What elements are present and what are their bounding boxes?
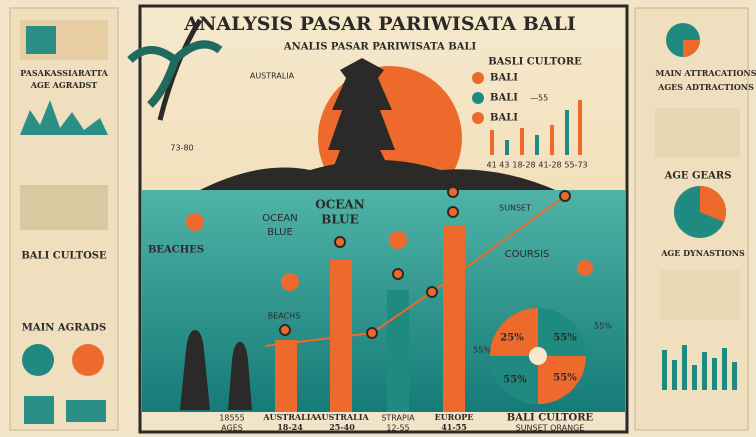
panel-label: MAIN AGRADS — [22, 323, 106, 334]
legend-dot — [472, 112, 484, 124]
mini-label: 55-73 — [564, 161, 587, 170]
pie-label: 55% — [553, 333, 577, 344]
scene-label: SUNSET — [499, 204, 531, 213]
pie-label: 55% — [473, 346, 491, 355]
bar — [275, 340, 297, 412]
panel-label: PASAKASSIARATTA — [20, 68, 108, 78]
poster: ANALYSIS PASAR PARIWISATA BALI ANALIS PA… — [130, 6, 627, 433]
legend-label: BALI — [490, 93, 518, 104]
thumb — [660, 270, 740, 320]
axis-label: STRAPIA — [381, 414, 415, 423]
thumb-art — [26, 26, 56, 54]
scene-label: BEACHES — [148, 245, 204, 256]
title: ANALYSIS PASAR PARIWISATA BALI — [183, 13, 576, 35]
legend-dot — [472, 92, 484, 104]
axis-label: 18-24 — [277, 422, 303, 432]
axis-label: 12-55 — [386, 424, 409, 433]
thumb — [20, 185, 108, 230]
pie-label: 25% — [500, 333, 524, 344]
legend-note: —55 — [530, 94, 548, 103]
legend-label: BALI — [490, 113, 518, 124]
panel-label: AGE AGRADST — [30, 80, 98, 90]
axis-label: AUSTRALIA — [262, 412, 317, 422]
scene-label: BEACHS — [268, 312, 301, 321]
subtitle: ANALIS PASAR PARIWISATA BALI — [283, 42, 477, 53]
axis-label: AUSTRALIA — [314, 412, 369, 422]
mini-label: 41-28 — [538, 161, 561, 170]
panel-label: AGES ADTRACTIONS — [657, 82, 754, 92]
axis-label: 25-40 — [329, 422, 355, 432]
thumb-art — [66, 400, 106, 422]
footer-label: SUNSET ORANGE — [516, 424, 585, 433]
scene-label: OCEAN — [315, 198, 364, 212]
page: {"header": {"title": "ANALYSIS PASAR PAR… — [0, 0, 756, 437]
axis-label: AGES — [221, 424, 243, 433]
bar — [387, 290, 409, 412]
scene-label: OCEAN — [262, 213, 298, 224]
scene-label: BLUE — [321, 213, 359, 227]
thumb — [655, 108, 740, 158]
legend-dot — [472, 72, 484, 84]
legend-title: BASLI CULTORE — [488, 57, 582, 68]
infographic: PASAKASSIARATTA AGE AGRADST BALI CULTOSE… — [0, 0, 756, 437]
legend-label: BALI — [490, 73, 518, 84]
axis-label: 18555 — [219, 414, 244, 423]
panel-label: MAIN ATTRACATIONS — [655, 68, 756, 78]
panel-label: AGE GEARS — [664, 171, 732, 182]
pie-label: 55% — [503, 375, 527, 386]
scene-label: AUSTRALIA — [250, 72, 295, 81]
thumb-art — [24, 396, 54, 424]
panel-label: BALI CULTOSE — [21, 251, 107, 262]
scene-label: COURSIS — [505, 249, 550, 260]
footer-label: BALI CULTORE — [507, 413, 594, 424]
icon — [72, 344, 104, 376]
axis-label: 41-55 — [441, 422, 467, 432]
left-panel: PASAKASSIARATTA AGE AGRADST BALI CULTOSE… — [10, 8, 118, 430]
axis-label: EUROPE — [435, 412, 474, 422]
pie-label: 55% — [594, 322, 612, 331]
icon — [22, 344, 54, 376]
panel-label: AGE DYNASTIONS — [660, 248, 745, 258]
mini-label: 18-28 — [512, 161, 535, 170]
bar — [443, 225, 465, 412]
pie-center — [529, 347, 547, 365]
pie-label: 55% — [553, 373, 577, 384]
scene-label: 73-80 — [170, 144, 193, 153]
scene-label: BLUE — [267, 227, 293, 238]
mini-label: 41 43 — [487, 161, 510, 170]
right-panel: MAIN ATTRACATIONS AGES ADTRACTIONS AGE G… — [635, 8, 756, 430]
